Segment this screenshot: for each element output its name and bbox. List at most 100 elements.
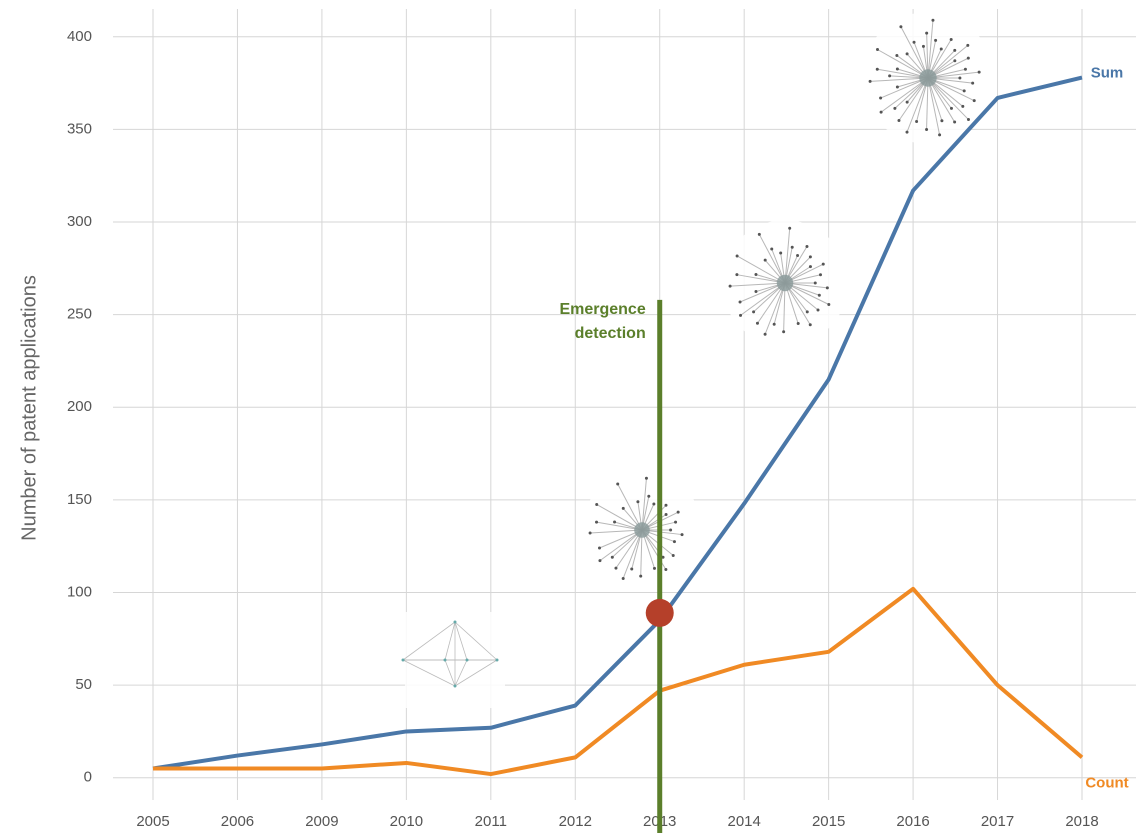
glyph-node [770,247,774,251]
network-glyph [722,220,848,346]
glyph-edge [927,77,969,120]
glyph-node [598,559,602,563]
glyph-edge [877,49,929,79]
glyph-node [958,76,962,80]
x-tick-label: 2017 [981,813,1014,830]
glyph-edge [906,77,929,133]
glyph-edge [444,659,456,687]
glyph-node [953,120,957,124]
glyph-edge [880,77,929,113]
glyph-node [818,273,822,277]
glyph-node [971,81,975,85]
glyph-node [966,43,970,47]
glyph-node [808,255,812,259]
glyph-node [595,502,599,506]
glyph-edge [758,234,786,284]
glyph-node [962,89,966,93]
glyph-core [776,274,794,292]
glyph-node [949,37,953,41]
glyph-node [925,31,929,35]
glyph-edge [454,621,498,661]
glyph-node [652,502,656,506]
glyph-edge [764,282,786,335]
x-tick-label: 2018 [1065,813,1098,830]
glyph-node [630,567,634,571]
glyph-node [817,293,821,297]
glyph-node [879,96,883,100]
glyph-node [953,59,957,63]
glyph-node [735,254,739,258]
glyph-node [821,262,825,266]
glyph-node [754,273,758,277]
glyph-node [772,322,776,326]
glyph-node [671,553,675,557]
glyph-node [931,18,935,22]
series-line [153,586,1084,777]
glyph-edge [870,77,929,82]
glyph-node [495,658,499,662]
x-tick-label: 2014 [727,813,760,830]
glyph-edge [617,483,643,531]
glyph-node [763,332,767,336]
x-tick-label: 2011 [475,813,507,830]
glyph-node [895,53,899,57]
glyph-node [595,520,599,524]
glyph-node [895,85,899,89]
glyph-node [966,118,970,122]
y-tick-label: 300 [67,213,92,230]
glyph-node [879,110,883,114]
glyph-node [796,253,800,257]
network-glyph [401,612,505,708]
glyph-node [796,322,800,326]
glyph-node [779,251,783,255]
glyph-edge [596,504,643,531]
glyph-node [790,245,794,249]
glyph-node [453,620,457,624]
glyph-node [755,321,759,325]
glyph-node [443,658,447,662]
glyph-node [905,52,909,56]
glyph-node [401,658,405,662]
glyph-edge [444,621,456,661]
glyph-node [597,546,601,550]
glyph-edge [402,621,456,661]
glyph-node [938,133,942,137]
x-tick-label: 2005 [136,813,169,830]
series-line [152,75,1083,771]
glyph-node [664,503,668,507]
x-tick-label: 2010 [390,813,423,830]
glyph-edge [730,282,786,287]
glyph-node [897,119,901,123]
emergence-marker [645,598,674,627]
glyph-node [674,520,678,524]
glyph-node [636,500,640,504]
glyph-node [905,100,909,104]
network-glyph [862,12,994,144]
glyph-node [763,258,767,262]
y-tick-label: 0 [84,769,92,786]
glyph-node [813,281,817,285]
glyph-node [739,313,743,317]
glyph-node [816,308,820,312]
glyph-core [634,522,650,538]
glyph-node [949,106,953,110]
glyph-node [754,290,758,294]
annotation-text: Emergence [559,301,645,318]
glyph-node [664,513,668,517]
glyph-edge [740,282,786,316]
glyph-edge [402,659,456,687]
glyph-node [963,67,967,71]
glyph-edge [927,77,941,135]
glyph-node [621,576,625,580]
glyph-edge [454,621,468,661]
y-tick-label: 250 [67,306,92,323]
glyph-node [752,310,756,314]
glyph-node [915,119,919,123]
glyph-edge [590,529,643,534]
glyph-node [621,506,625,510]
x-tick-label: 2012 [559,813,592,830]
glyph-node [614,566,618,570]
glyph-edge [736,255,786,284]
glyph-node [644,476,648,480]
